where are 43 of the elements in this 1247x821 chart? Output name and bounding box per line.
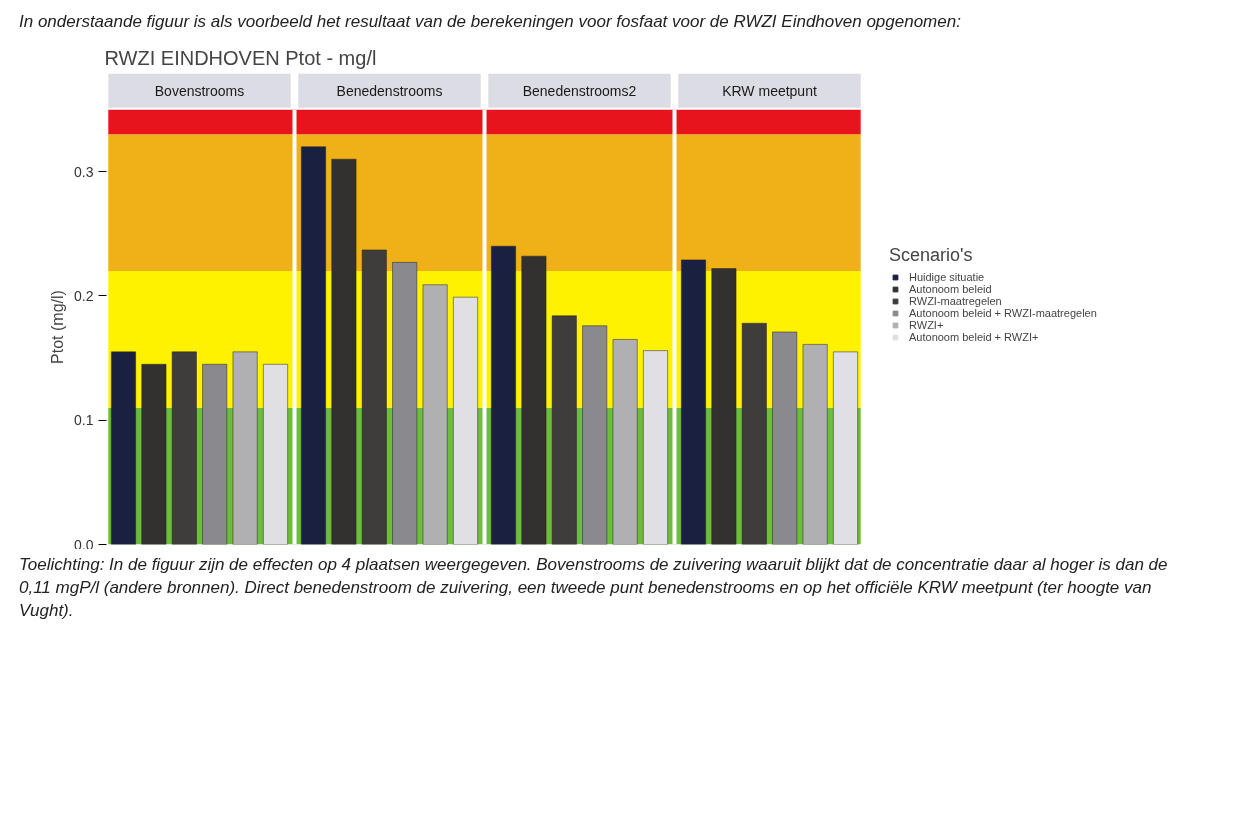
y-tick-label: 0.0 (74, 536, 94, 553)
text: Toelichting: In de figuur zijn de effecten op 4 plaatsen weergegeven. Bovenstrooms de zuivering waaruit blijkt dat de concentratie daar al hoger is dan de 0,11 mgP/l (andere bronnen). Direct benedenstroom de zuivering, een tweede punt benedenstrooms en op het officiële KRW meetpunt (ter hoogte van Vught). (19, 553, 1169, 622)
legend-label: Autonoom beleid (909, 282, 992, 295)
bar (331, 158, 357, 545)
text: In onderstaande figuur is als voorbeeld het resultaat van de berekeningen voor fosfaat voor de RWZI Eindhoven opgenomen: (19, 11, 961, 33)
bar (741, 322, 767, 545)
legend-label: Autonoom beleid + RWZI-maatregelen (909, 306, 1097, 319)
bar (422, 284, 448, 545)
x-tick-label: KRW meetpunt (722, 82, 817, 99)
bar (453, 296, 478, 545)
bar (521, 255, 547, 545)
legend-label: Huidige situatie (909, 270, 985, 283)
bar (802, 344, 828, 545)
bar (301, 146, 326, 545)
x-tick-label: Bovenstrooms (154, 82, 245, 99)
legend-label: Autonoom beleid + RWZI+ (909, 330, 1039, 343)
legend-label: RWZI-maatregelen (909, 294, 1002, 307)
bar (711, 268, 737, 545)
y-axis-title: Ptot (mg/l) (49, 290, 67, 364)
bar (141, 363, 167, 545)
bar (111, 351, 136, 545)
bar (202, 363, 228, 545)
bar (491, 245, 516, 545)
bar (232, 351, 258, 545)
bar (392, 262, 418, 545)
y-tick-label: 0.3 (74, 163, 94, 180)
bar (772, 331, 798, 545)
x-tick-label: Benedenstrooms (336, 82, 443, 99)
legend-title: Scenario's (889, 244, 974, 266)
bar (361, 249, 387, 545)
x-tick-label: Benedenstrooms2 (522, 82, 637, 99)
bar (643, 350, 668, 545)
bar (681, 259, 706, 545)
bar (551, 315, 577, 545)
y-tick-label: 0.1 (74, 412, 94, 429)
y-tick-label: 0.2 (74, 287, 94, 304)
bar (612, 339, 638, 545)
bar (833, 351, 858, 545)
bar (263, 363, 288, 545)
bar (582, 325, 608, 545)
bar (171, 351, 197, 545)
chart-title: RWZI EINDHOVEN Ptot - mg/l (104, 46, 377, 69)
legend-label: RWZI+ (909, 318, 944, 331)
